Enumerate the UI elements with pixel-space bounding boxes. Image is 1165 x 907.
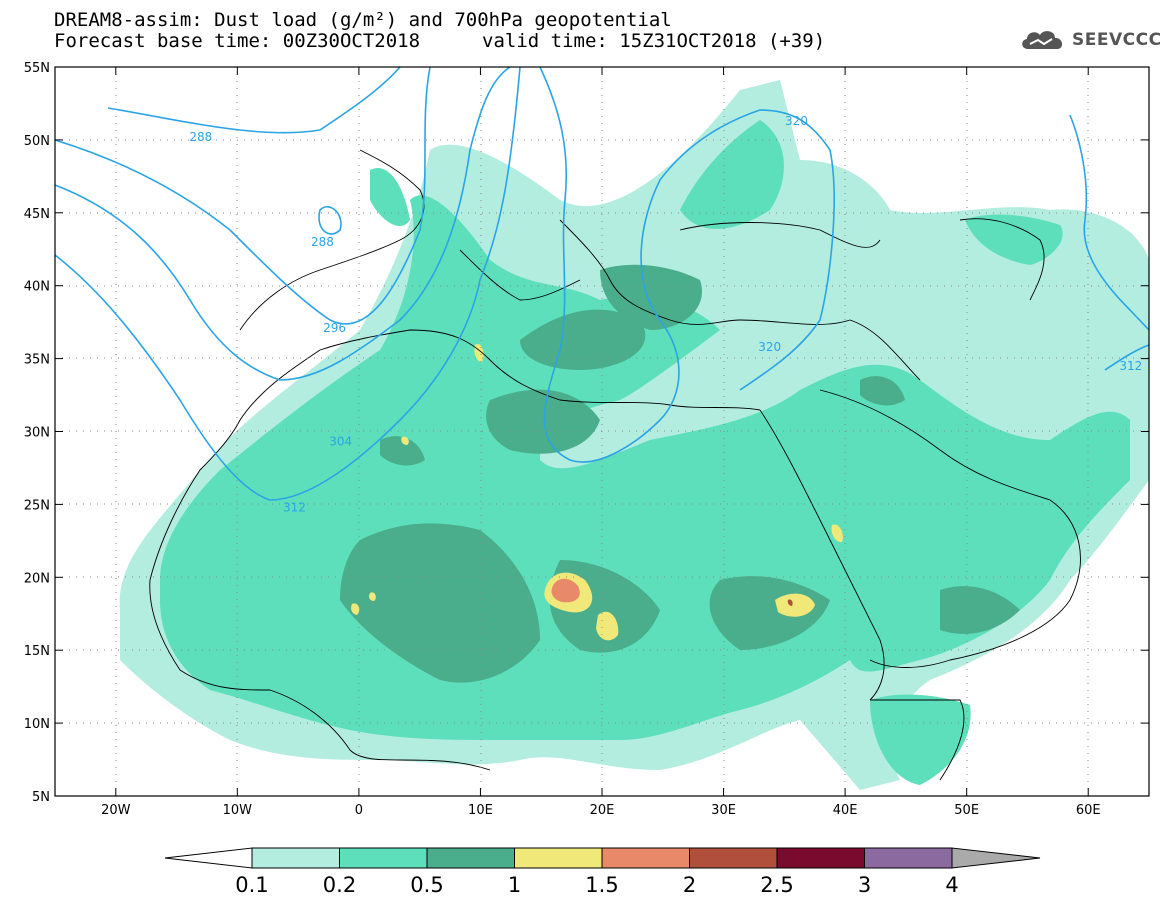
contour-label: 288 xyxy=(189,130,212,144)
colorbar-segment xyxy=(514,847,603,869)
lon-tick-label: 20W xyxy=(101,803,131,818)
contour-label: 304 xyxy=(329,435,352,449)
lat-tick-label: 40N xyxy=(24,280,50,295)
geopotential-contours xyxy=(55,67,1149,501)
colorbar-segment xyxy=(776,847,865,869)
cloud-icon xyxy=(1022,31,1063,49)
colorbar-label: 0.2 xyxy=(322,873,357,897)
colorbar-label: 1 xyxy=(507,873,522,897)
lat-tick-label: 35N xyxy=(24,353,50,368)
colorbar-label: 3 xyxy=(857,873,872,897)
contour-label: 288 xyxy=(311,235,334,249)
colorbar-label: 2 xyxy=(682,873,697,897)
forecast-base-time: Forecast base time: 00Z30OCT2018 xyxy=(54,30,421,52)
contour-label: 312 xyxy=(1119,359,1142,373)
lat-tick-label: 55N xyxy=(24,61,50,76)
lat-tick-label: 50N xyxy=(24,134,50,149)
lon-tick-label: 20E xyxy=(590,803,615,818)
colorbar-low-arrow xyxy=(164,847,253,869)
lat-tick-label: 25N xyxy=(24,498,50,513)
chart-title: DREAM8-assim: Dust load (g/m²) and 700hP… xyxy=(54,9,672,31)
colorbar-high-arrow xyxy=(951,847,1041,869)
lon-tick-label: 10W xyxy=(223,803,253,818)
contour-label: 320 xyxy=(758,340,781,354)
contour-label: 312 xyxy=(283,500,306,514)
coastlines xyxy=(149,149,1081,781)
lat-tick-label: 30N xyxy=(24,426,50,441)
colorbar-label: 0.1 xyxy=(235,873,269,897)
lon-tick-label: 0 xyxy=(355,803,363,818)
lat-tick-label: 15N xyxy=(24,644,50,659)
lon-tick-label: 40E xyxy=(833,803,858,818)
lon-tick-label: 60E xyxy=(1076,803,1101,818)
colorbar-label: 2.5 xyxy=(760,873,794,897)
colorbar-segment xyxy=(251,847,340,869)
colorbar xyxy=(164,847,1041,869)
contour-label: 320 xyxy=(785,114,808,128)
lon-tick-label: 50E xyxy=(954,803,979,818)
lon-tick-label: 30E xyxy=(711,803,736,818)
colorbar-segment xyxy=(689,847,778,869)
colorbar-segment xyxy=(339,847,428,869)
seevccc-logo: SEEVCCC xyxy=(1018,25,1162,55)
lat-tick-label: 45N xyxy=(24,207,50,222)
lat-tick-label: 20N xyxy=(24,571,50,586)
colorbar-label: 4 xyxy=(945,873,959,897)
colorbar-label: 1.5 xyxy=(585,873,619,897)
graticule xyxy=(55,67,1149,796)
logo-text: SEEVCCC xyxy=(1072,30,1162,50)
colorbar-label: 0.5 xyxy=(410,873,444,897)
colorbar-segment xyxy=(426,847,515,869)
colorbar-segment xyxy=(864,847,953,869)
lon-tick-label: 10E xyxy=(468,803,493,818)
lat-tick-label: 10N xyxy=(24,717,50,732)
dust-field xyxy=(119,80,1149,790)
lat-tick-label: 5N xyxy=(32,790,50,805)
contour-label: 296 xyxy=(323,321,346,335)
valid-time: valid time: 15Z31OCT2018 (+39) xyxy=(482,30,826,52)
colorbar-segment xyxy=(601,847,690,869)
